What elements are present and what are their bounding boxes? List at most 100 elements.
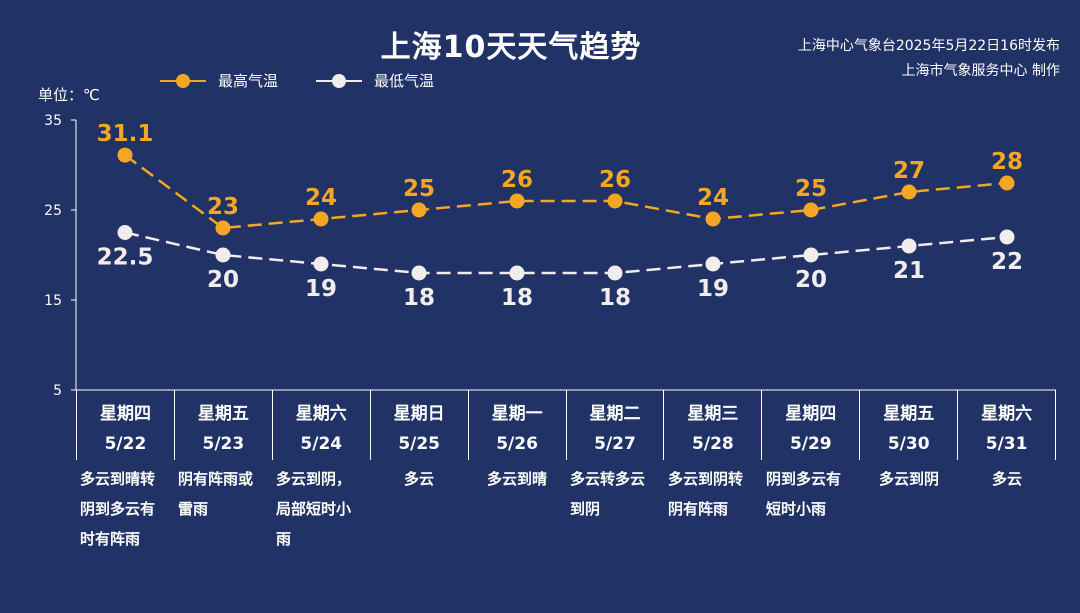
weather-text-line: 多云 bbox=[991, 470, 1022, 488]
day-header-cell: 星期六 5/24 bbox=[273, 390, 371, 460]
legend-item-low: 最低气温 bbox=[316, 70, 434, 91]
data-label-low: 20 bbox=[795, 267, 827, 293]
data-label-low: 22.5 bbox=[97, 245, 154, 271]
data-point-high bbox=[901, 184, 917, 200]
y-tick-label: 25 bbox=[44, 203, 62, 219]
data-label-high: 25 bbox=[403, 176, 435, 202]
data-point-low bbox=[901, 238, 917, 254]
data-label-low: 21 bbox=[893, 258, 925, 284]
data-label-low: 18 bbox=[599, 285, 631, 311]
day-date: 5/24 bbox=[300, 434, 343, 454]
day-date: 5/30 bbox=[887, 434, 930, 454]
weather-text-line: 多云 bbox=[403, 470, 434, 488]
weather-text-line: 阴到多云有 bbox=[80, 500, 156, 518]
day-weekday: 星期日 bbox=[393, 404, 445, 424]
day-weather: 多云 bbox=[370, 464, 468, 554]
day-date: 5/22 bbox=[104, 434, 147, 454]
publisher-info: 上海中心气象台2025年5月22日16时发布 上海市气象服务中心 制作 bbox=[798, 34, 1060, 84]
day-weather: 阴有阵雨或 雷雨 bbox=[174, 464, 272, 554]
data-label-low: 22 bbox=[991, 249, 1023, 275]
weather-text-line: 多云到阴转 bbox=[668, 470, 744, 488]
data-label-high: 28 bbox=[991, 149, 1023, 175]
day-weather: 阴到多云有 短时小雨 bbox=[762, 464, 860, 554]
data-point-high bbox=[999, 175, 1015, 191]
day-weather: 多云到阴 bbox=[860, 464, 958, 554]
weather-text-line: 阴到多云有 bbox=[766, 470, 842, 488]
data-point-low bbox=[607, 265, 623, 281]
weather-text-line: 短时小雨 bbox=[766, 500, 827, 518]
data-point-low bbox=[509, 265, 525, 281]
data-point-low bbox=[705, 256, 721, 272]
weather-text-line: 阴有阵雨 bbox=[668, 500, 729, 518]
data-label-high: 26 bbox=[599, 167, 631, 193]
day-weather: 多云 bbox=[958, 464, 1056, 554]
day-weekday: 星期五 bbox=[883, 404, 935, 424]
weather-text-line: 多云转多云 bbox=[570, 470, 646, 488]
legend-high-marker bbox=[160, 73, 206, 88]
day-date: 5/23 bbox=[202, 434, 245, 454]
day-header-cell: 星期一 5/26 bbox=[469, 390, 567, 460]
day-date: 5/29 bbox=[789, 434, 832, 454]
day-header-cell: 星期三 5/28 bbox=[664, 390, 763, 460]
data-point-high bbox=[803, 202, 819, 218]
data-point-low bbox=[411, 265, 427, 281]
chart-legend: 最高气温 最低气温 bbox=[160, 70, 472, 91]
data-point-high bbox=[509, 193, 525, 209]
legend-low-label: 最低气温 bbox=[374, 72, 435, 90]
day-date: 5/28 bbox=[692, 434, 734, 454]
legend-low-marker bbox=[316, 73, 363, 88]
data-label-high: 25 bbox=[795, 176, 827, 202]
data-point-low bbox=[313, 256, 329, 272]
legend-high-label: 最高气温 bbox=[218, 72, 279, 90]
day-header-cell: 星期六 5/31 bbox=[958, 390, 1057, 460]
legend-item-high: 最高气温 bbox=[160, 70, 278, 91]
data-point-low bbox=[117, 225, 133, 240]
publisher-line-2: 上海市气象服务中心 制作 bbox=[901, 63, 1060, 79]
data-label-high: 26 bbox=[501, 167, 533, 193]
weather-text-line: 到阴 bbox=[570, 500, 601, 518]
publisher-line-1: 上海中心气象台2025年5月22日16时发布 bbox=[797, 38, 1060, 54]
day-weekday: 星期六 bbox=[981, 404, 1033, 424]
weather-text-line: 时有阵雨 bbox=[80, 530, 141, 548]
y-tick-label: 35 bbox=[44, 113, 62, 129]
data-point-low bbox=[999, 229, 1015, 245]
day-header-cell: 星期日 5/25 bbox=[371, 390, 469, 460]
weather-text-line: 多云到阴 bbox=[878, 470, 939, 488]
day-weather: 多云到晴 bbox=[468, 464, 566, 554]
weather-row: 多云到晴转 阴到多云有 时有阵雨 阴有阵雨或 雷雨 多云到阴， 局部短时小雨多云 多云到晴 多云… bbox=[76, 464, 1056, 554]
data-label-high: 24 bbox=[697, 185, 729, 211]
day-date: 5/27 bbox=[594, 434, 636, 454]
day-date: 5/26 bbox=[496, 434, 538, 454]
data-label-high: 31.1 bbox=[97, 121, 154, 147]
data-label-low: 19 bbox=[305, 276, 337, 302]
day-header-row: 星期四 5/22 星期五 5/23 星期六 5/24 星期日 5/25 星期一 5/26 星期二 5/… bbox=[76, 390, 1057, 460]
data-point-high bbox=[117, 147, 133, 163]
data-point-high bbox=[411, 202, 427, 218]
day-weather: 多云到阴转 阴有阵雨 bbox=[664, 464, 762, 554]
page-title: 上海10天天气趋势 bbox=[380, 30, 642, 65]
weather-text-line: 多云到阴， bbox=[276, 470, 352, 488]
data-label-low: 18 bbox=[501, 285, 533, 311]
data-label-low: 19 bbox=[697, 276, 729, 302]
day-header-cell: 星期四 5/29 bbox=[762, 390, 861, 460]
data-point-high bbox=[705, 211, 721, 227]
day-weekday: 星期四 bbox=[99, 404, 151, 424]
weather-text-line: 雷雨 bbox=[178, 500, 209, 518]
day-weekday: 星期五 bbox=[197, 404, 249, 424]
day-header-cell: 星期四 5/22 bbox=[76, 390, 175, 460]
day-weekday: 星期一 bbox=[491, 404, 543, 424]
day-weather: 多云转多云 到阴 bbox=[566, 464, 664, 554]
series-line-high bbox=[124, 154, 1008, 230]
data-label-low: 20 bbox=[207, 267, 239, 293]
day-weather: 多云到阴， 局部短时小雨 bbox=[272, 464, 370, 554]
day-weekday: 星期四 bbox=[785, 404, 837, 424]
weather-text-line: 多云到晴 bbox=[486, 470, 547, 488]
data-point-high bbox=[607, 193, 623, 209]
unit-label: 单位：℃ bbox=[38, 86, 100, 104]
day-weekday: 星期六 bbox=[295, 404, 347, 424]
weather-text-line: 局部短时小 bbox=[276, 500, 352, 518]
data-label-high: 24 bbox=[305, 185, 337, 211]
day-weekday: 星期二 bbox=[589, 404, 641, 424]
data-point-low bbox=[215, 247, 231, 263]
